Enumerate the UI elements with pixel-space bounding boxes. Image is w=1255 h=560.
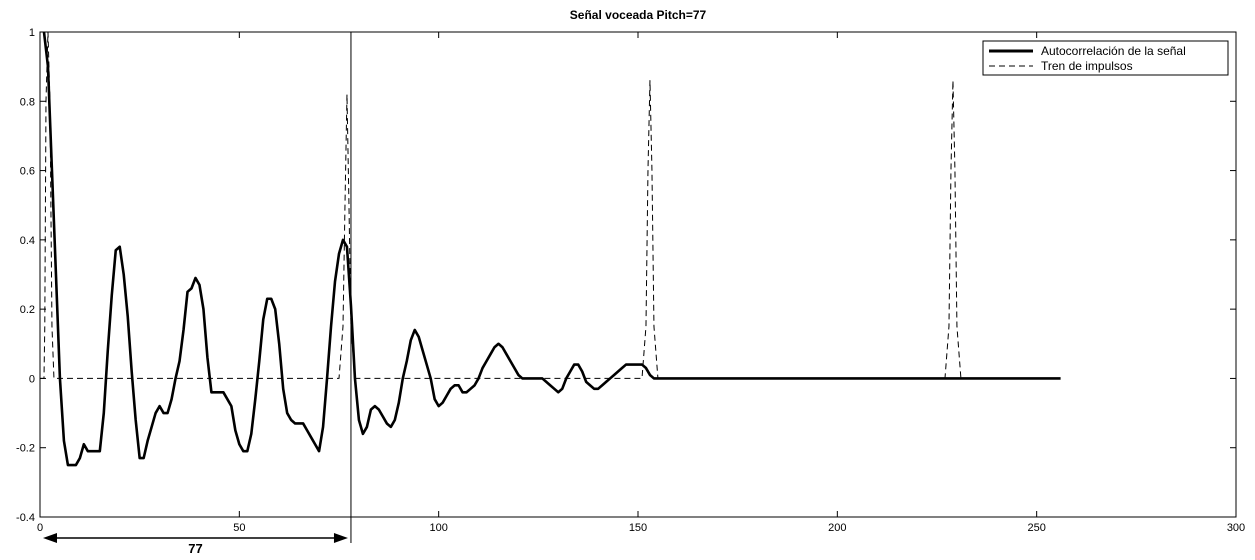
x-tick-label: 200 <box>828 522 846 534</box>
chart-title: Señal voceada Pitch=77 <box>570 8 707 22</box>
series-group <box>40 31 1061 467</box>
legend-box <box>982 40 1229 76</box>
y-tick-label: 1 <box>29 27 35 39</box>
x-tick-label: 300 <box>1227 522 1245 534</box>
pitch-annotation: 77 <box>43 32 352 556</box>
y-tick-label: -0.4 <box>16 512 35 524</box>
y-tick-label: 0.6 <box>20 166 35 178</box>
legend-label-autocorrelation: Autocorrelación de la señal <box>1041 44 1186 58</box>
series-line-autocorrelation <box>42 31 1061 467</box>
legend-label-impulse-train: Tren de impulsos <box>1041 59 1133 73</box>
series-line-impulse-train <box>40 31 1061 379</box>
y-tick-label: 0 <box>29 373 35 385</box>
y-tick-label: 0.2 <box>20 304 35 316</box>
y-tick-label: 0.4 <box>20 235 35 247</box>
x-tick-label: 0 <box>37 522 43 534</box>
x-tick-label: 100 <box>429 522 447 534</box>
y-tick-label: -0.2 <box>16 443 35 455</box>
x-tick-label: 50 <box>233 522 245 534</box>
axis-ticks: 0 50 100 150 200 250 300 -0.4 -0.2 0 0.2 0.4 0.6 0.8 1 <box>16 27 1245 534</box>
y-tick-label: 0.8 <box>20 96 35 108</box>
arrow-head-right-icon <box>333 533 348 543</box>
arrow-head-left-icon <box>43 533 57 543</box>
legend: Autocorrelación de la señal Tren de impu… <box>982 40 1229 76</box>
plot-area <box>39 31 1237 518</box>
x-tick-label: 150 <box>629 522 647 534</box>
x-tick-label: 250 <box>1027 522 1045 534</box>
pitch-arrow-label: 77 <box>188 541 202 556</box>
